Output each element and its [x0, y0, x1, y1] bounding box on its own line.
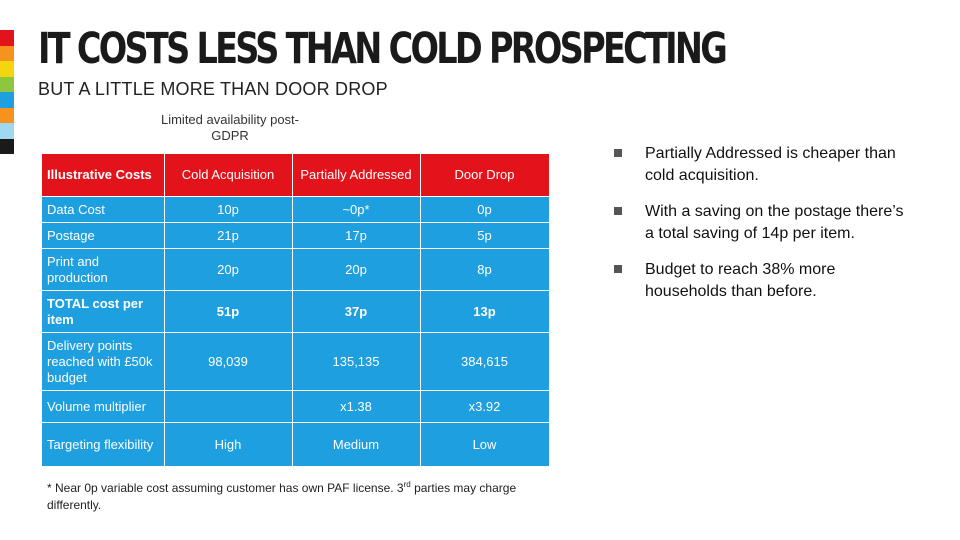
slide-subtitle: BUT A LITTLE MORE THAN DOOR DROP — [38, 79, 388, 99]
square-bullet-icon — [614, 207, 622, 215]
cell-value: 51p — [164, 290, 293, 333]
color-stripe — [0, 30, 14, 154]
cell-value: x1.38 — [292, 390, 421, 423]
header-row-label: Illustrative Costs — [42, 154, 165, 197]
stripe-block-red — [0, 30, 14, 46]
cell-value: 384,615 — [420, 332, 550, 391]
footnote: * Near 0p variable cost assuming custome… — [47, 476, 537, 514]
row-label: Data Cost — [42, 196, 165, 223]
footnote-text-2: parties may charge differently. — [47, 481, 517, 512]
bullet-text: Budget to reach 38% more households than… — [645, 261, 836, 300]
row-label: Targeting flexibility — [42, 422, 165, 467]
table-row-total: TOTAL cost per item 51p 37p 13p — [42, 290, 550, 333]
header-partially-addressed: Partially Addressed — [292, 154, 421, 197]
row-label: Volume multiplier — [42, 390, 165, 423]
header-door-drop: Door Drop — [420, 154, 550, 197]
bullet-item: Partially Addressed is cheaper than cold… — [612, 143, 912, 187]
table-row: Targeting flexibility High Medium Low — [42, 422, 550, 467]
cell-value: 37p — [292, 290, 421, 333]
cell-value: 8p — [420, 248, 550, 291]
cell-value: 21p — [164, 222, 293, 249]
cell-value: Low — [420, 422, 550, 467]
cell-value: x3.92 — [420, 390, 550, 423]
cell-value: 5p — [420, 222, 550, 249]
gdpr-note: Limited availability post-GDPR — [160, 112, 299, 143]
table-row: Data Cost 10p ~0p* 0p — [42, 196, 550, 223]
stripe-block-black — [0, 138, 14, 154]
bullet-item: Budget to reach 38% more households than… — [612, 259, 912, 303]
bullet-text: Partially Addressed is cheaper than cold… — [645, 145, 896, 184]
cell-value: 20p — [164, 248, 293, 291]
footnote-superscript: rd — [403, 480, 411, 489]
table-row: Delivery points reached with £50k budget… — [42, 332, 550, 391]
table-row: Volume multiplier x1.38 x3.92 — [42, 390, 550, 423]
table-header-row: Illustrative Costs Cold Acquisition Part… — [42, 154, 550, 197]
header-cold-acquisition: Cold Acquisition — [164, 154, 293, 197]
table-row: Postage 21p 17p 5p — [42, 222, 550, 249]
bullet-text: With a saving on the postage there’s a t… — [645, 203, 904, 242]
cell-value: 10p — [164, 196, 293, 223]
cell-value: 13p — [420, 290, 550, 333]
row-label: TOTAL cost per item — [42, 290, 165, 333]
table-row: Print and production 20p 20p 8p — [42, 248, 550, 291]
footnote-text-1: * Near 0p variable cost assuming custome… — [47, 481, 404, 495]
cell-value: 20p — [292, 248, 421, 291]
bullet-item: With a saving on the postage there’s a t… — [612, 201, 912, 245]
stripe-block-blue — [0, 92, 14, 108]
stripe-block-lightblue — [0, 123, 14, 139]
cell-value: 0p — [420, 196, 550, 223]
cell-value: 135,135 — [292, 332, 421, 391]
stripe-block-yellow — [0, 61, 14, 77]
row-label: Postage — [42, 222, 165, 249]
stripe-block-orange — [0, 45, 14, 61]
slide-title: IT COSTS LESS THAN COLD PROSPECTING — [38, 24, 728, 74]
square-bullet-icon — [614, 265, 622, 273]
row-label: Delivery points reached with £50k budget — [42, 332, 165, 391]
cell-value: Medium — [292, 422, 421, 467]
cell-value: 98,039 — [164, 332, 293, 391]
square-bullet-icon — [614, 149, 622, 157]
cell-value: 17p — [292, 222, 421, 249]
cell-value: High — [164, 422, 293, 467]
cell-value: ~0p* — [292, 196, 421, 223]
row-label: Print and production — [42, 248, 165, 291]
stripe-block-orange-2 — [0, 107, 14, 123]
stripe-block-green — [0, 76, 14, 92]
cost-comparison-table: Illustrative Costs Cold Acquisition Part… — [42, 154, 550, 467]
cell-value — [164, 390, 293, 423]
key-points-list: Partially Addressed is cheaper than cold… — [612, 143, 912, 317]
